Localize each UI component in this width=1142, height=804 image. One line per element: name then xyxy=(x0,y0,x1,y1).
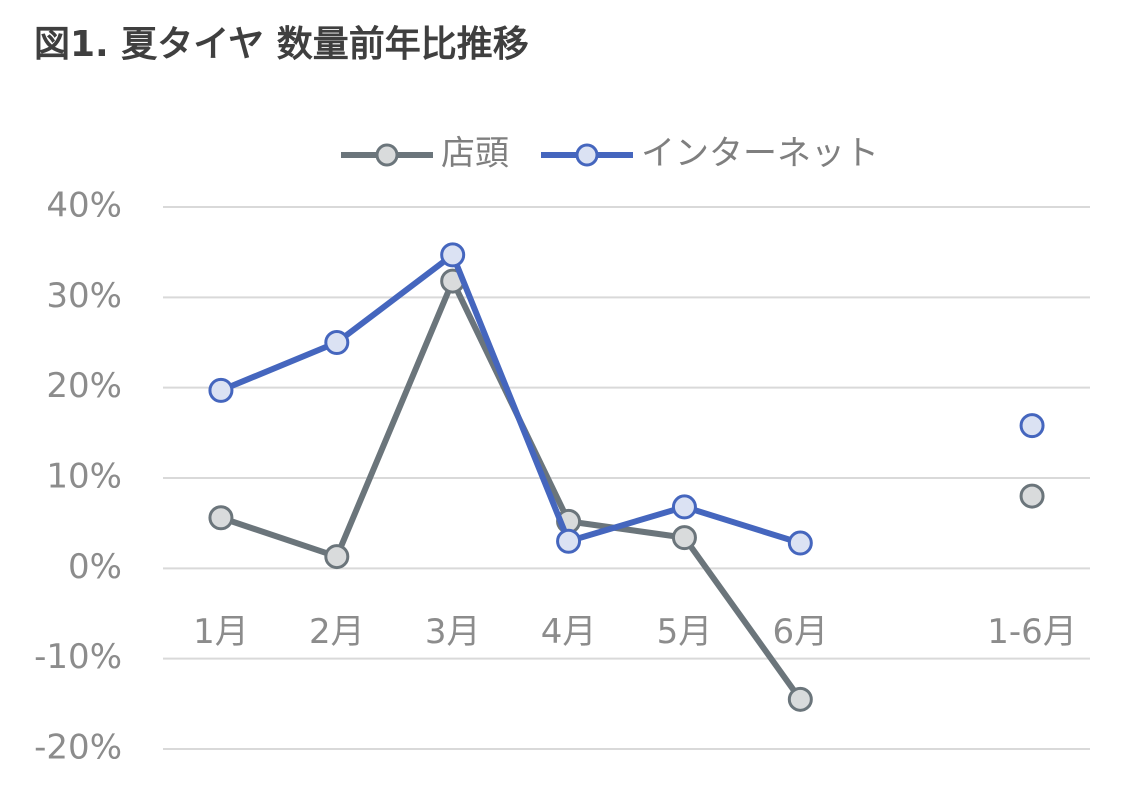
point xyxy=(671,494,697,520)
y-tick-label: 40% xyxy=(46,186,122,226)
y-tick-label: 30% xyxy=(46,276,122,316)
legend-label: インターネット xyxy=(641,134,879,174)
point xyxy=(324,544,350,570)
point xyxy=(671,525,697,551)
point xyxy=(787,686,813,712)
y-tick-label: -10% xyxy=(34,637,122,677)
x-tick-label: 5月 xyxy=(657,612,713,652)
x-tick-label: 1月 xyxy=(193,612,249,652)
y-tick-label: 10% xyxy=(46,457,122,497)
legend-marker xyxy=(575,143,599,167)
x-tick-label: 3月 xyxy=(425,612,481,652)
point xyxy=(208,377,234,403)
legend-label: 店頭 xyxy=(441,134,509,174)
y-tick-label: 20% xyxy=(46,366,122,406)
chart-title: 図1. 夏タイヤ 数量前年比推移 xyxy=(34,24,529,65)
y-tick-label: 0% xyxy=(68,547,122,587)
x-tick-label: 6月 xyxy=(772,612,828,652)
point xyxy=(1019,483,1045,509)
point xyxy=(1019,413,1045,439)
legend-marker xyxy=(375,143,399,167)
point xyxy=(208,505,234,531)
x-tick-label: 1-6月 xyxy=(987,612,1077,652)
point xyxy=(440,242,466,268)
point xyxy=(324,330,350,355)
y-tick-label: -20% xyxy=(34,728,122,768)
point xyxy=(556,528,582,554)
point xyxy=(787,530,813,556)
x-tick-label: 4月 xyxy=(541,612,597,652)
x-tick-label: 2月 xyxy=(309,612,365,652)
